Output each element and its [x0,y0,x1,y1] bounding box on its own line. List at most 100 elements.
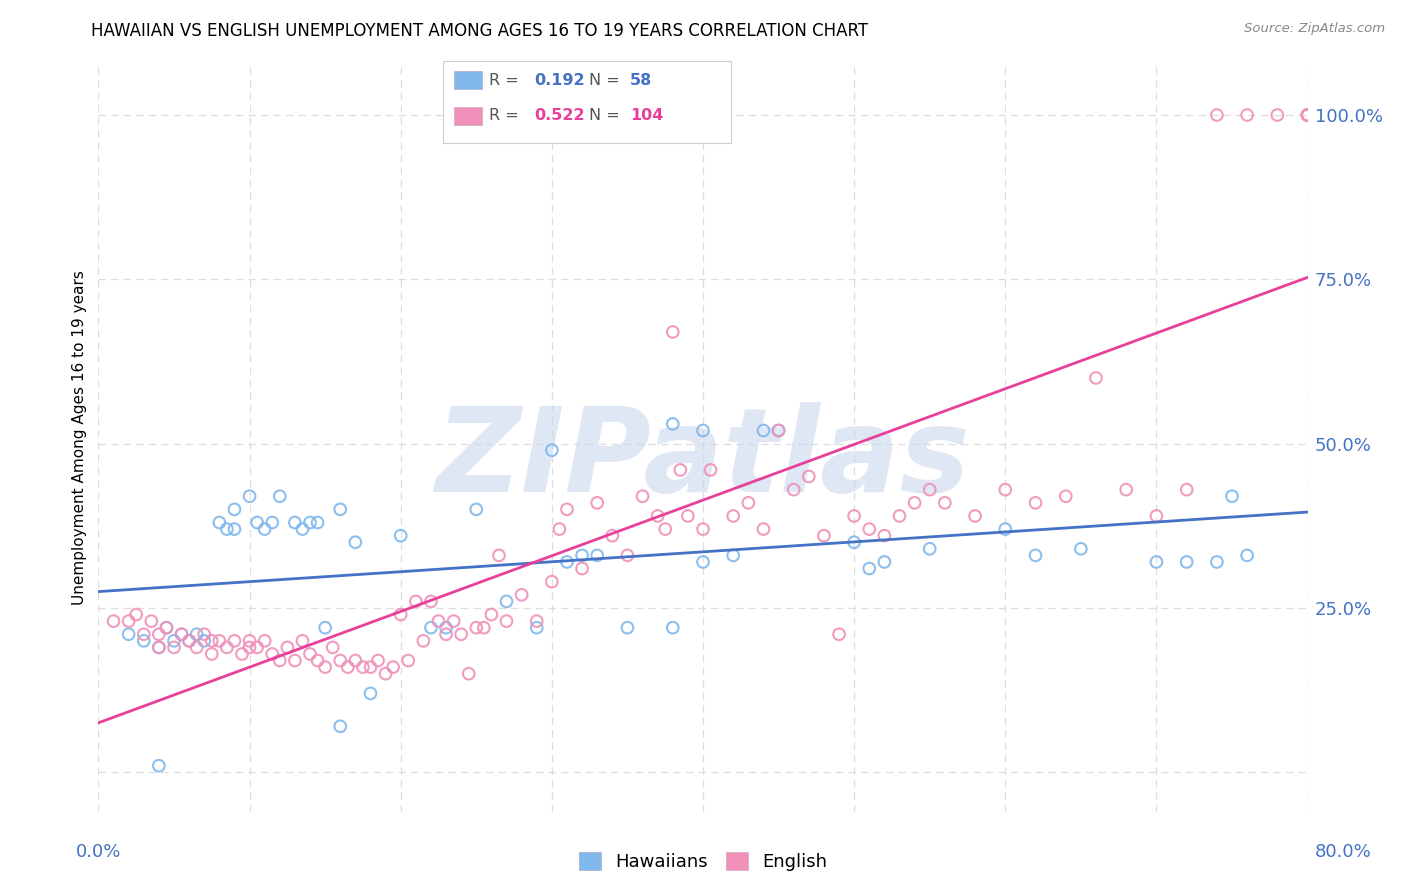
Point [367,654,389,668]
Point [155,621,177,635]
Point [148,758,170,772]
Point [1296,108,1319,122]
Point [934,496,956,510]
Point [692,555,714,569]
Point [1296,108,1319,122]
Point [1115,483,1137,497]
Point [918,483,941,497]
Point [103,614,125,628]
Point [389,607,412,622]
Point [768,424,790,438]
Point [322,640,344,655]
Point [284,654,307,668]
Point [360,660,382,674]
Point [352,660,374,674]
Text: R =: R = [489,109,519,123]
Point [495,614,517,628]
Point [389,529,412,543]
Point [118,627,141,641]
Point [382,660,405,674]
Point [239,489,262,503]
Point [201,633,224,648]
Point [405,594,427,608]
Point [526,614,548,628]
Point [231,647,253,661]
Point [215,640,238,655]
Point [488,549,510,563]
Point [631,489,654,503]
Point [269,654,291,668]
Point [873,555,896,569]
Point [555,555,578,569]
Point [208,633,231,648]
Point [284,516,307,530]
Point [329,719,352,733]
Point [253,633,276,648]
Text: HAWAIIAN VS ENGLISH UNEMPLOYMENT AMONG AGES 16 TO 19 YEARS CORRELATION CHART: HAWAIIAN VS ENGLISH UNEMPLOYMENT AMONG A… [91,22,869,40]
Point [1024,549,1046,563]
Point [828,627,851,641]
Point [179,633,201,648]
Point [495,594,517,608]
Point [669,463,692,477]
Point [374,666,396,681]
Point [661,325,683,339]
Point [1175,483,1198,497]
Point [262,516,284,530]
Point [239,633,262,648]
Point [170,627,193,641]
Point [768,424,790,438]
Y-axis label: Unemployment Among Ages 16 to 19 years: Unemployment Among Ages 16 to 19 years [72,269,87,605]
Point [783,483,806,497]
Point [965,508,987,523]
Point [246,516,269,530]
Point [661,621,683,635]
Point [141,614,163,628]
Point [873,529,896,543]
Point [540,574,562,589]
Point [889,508,911,523]
Point [1144,508,1167,523]
Point [118,614,141,628]
Point [844,508,866,523]
Point [723,508,745,523]
Point [201,647,224,661]
Point [132,627,155,641]
Point [148,627,170,641]
Text: Source: ZipAtlas.com: Source: ZipAtlas.com [1244,22,1385,36]
Point [450,627,472,641]
Point [994,522,1017,536]
Point [1206,555,1229,569]
Point [420,621,443,635]
Point [586,549,609,563]
Point [472,621,495,635]
Point [1220,489,1243,503]
Point [262,647,284,661]
Point [148,640,170,655]
Point [179,633,201,648]
Point [858,561,880,575]
Point [427,614,450,628]
Point [1085,371,1108,385]
Text: 0.192: 0.192 [534,73,585,87]
Legend: Hawaiians, English: Hawaiians, English [572,845,834,879]
Point [548,522,571,536]
Point [443,614,465,628]
Point [676,508,699,523]
Point [844,535,866,549]
Point [239,640,262,655]
Text: ZIPatlas: ZIPatlas [436,402,970,517]
Point [994,483,1017,497]
Point [797,469,820,483]
Point [193,627,215,641]
Point [163,633,186,648]
Point [1267,108,1289,122]
Point [148,640,170,655]
Point [344,654,367,668]
Point [571,549,593,563]
Point [307,516,329,530]
Text: 80.0%: 80.0% [1315,843,1371,861]
Point [647,508,669,523]
Point [224,633,246,648]
Point [163,640,186,655]
